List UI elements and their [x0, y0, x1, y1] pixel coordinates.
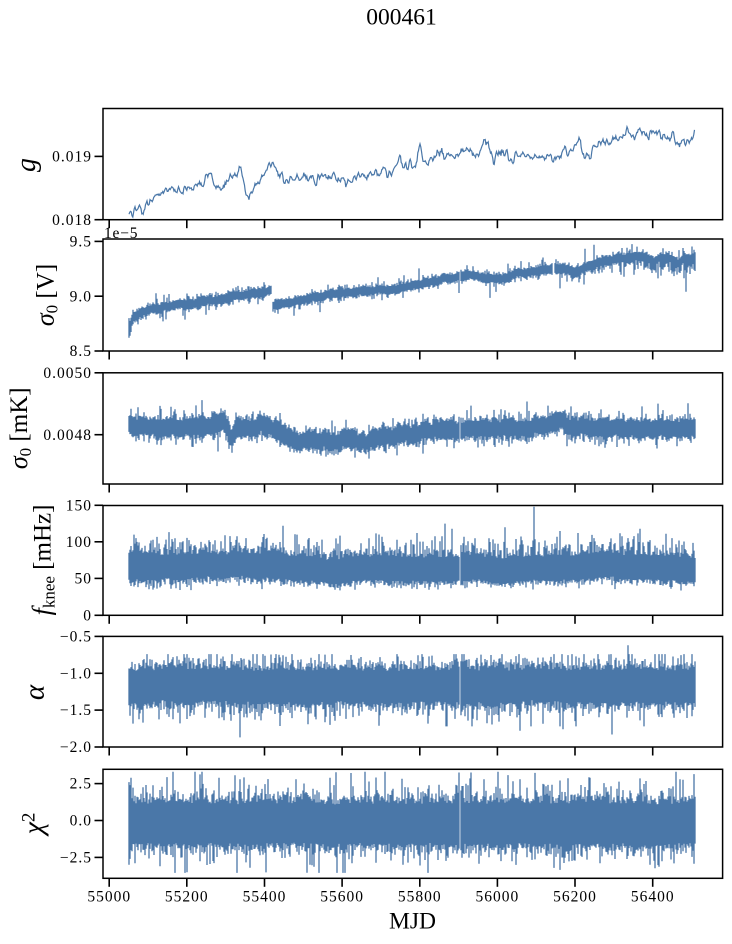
- svg-text:55600: 55600: [320, 889, 364, 906]
- svg-text:2.5: 2.5: [70, 776, 92, 793]
- svg-text:0: 0: [83, 607, 92, 624]
- svg-text:000461: 000461: [366, 4, 437, 30]
- svg-text:0.0: 0.0: [70, 813, 92, 830]
- svg-text:MJD: MJD: [389, 909, 436, 935]
- svg-text:−1.5: −1.5: [60, 702, 92, 719]
- svg-text:fknee [mHz]: fknee [mHz]: [28, 505, 59, 616]
- svg-text:α: α: [19, 684, 51, 700]
- svg-text:56000: 56000: [476, 889, 520, 906]
- svg-text:8.5: 8.5: [70, 343, 92, 360]
- svg-text:0.0048: 0.0048: [43, 427, 92, 444]
- svg-text:−0.5: −0.5: [60, 629, 92, 646]
- svg-text:−2.5: −2.5: [60, 850, 92, 867]
- svg-text:0.018: 0.018: [52, 212, 92, 229]
- svg-text:9.0: 9.0: [70, 288, 92, 305]
- svg-text:150: 150: [66, 497, 92, 514]
- svg-text:−2.0: −2.0: [60, 739, 92, 756]
- svg-text:56200: 56200: [553, 889, 597, 906]
- svg-text:56400: 56400: [631, 889, 675, 906]
- svg-text:σ0 [mK]: σ0 [mK]: [4, 387, 35, 469]
- svg-text:σ0 [V]: σ0 [V]: [31, 264, 62, 326]
- svg-text:50: 50: [75, 571, 93, 588]
- svg-text:55400: 55400: [243, 889, 287, 906]
- svg-text:0.019: 0.019: [52, 149, 92, 166]
- svg-text:55000: 55000: [87, 889, 131, 906]
- svg-text:−1.0: −1.0: [60, 665, 92, 682]
- svg-text:55800: 55800: [398, 889, 442, 906]
- svg-text:0.0050: 0.0050: [43, 365, 92, 382]
- svg-text:100: 100: [66, 534, 92, 551]
- svg-text:g: g: [11, 158, 42, 172]
- svg-text:χ2: χ2: [19, 813, 50, 838]
- svg-text:9.5: 9.5: [70, 234, 92, 251]
- svg-text:55200: 55200: [165, 889, 209, 906]
- svg-text:1e−5: 1e−5: [104, 225, 138, 242]
